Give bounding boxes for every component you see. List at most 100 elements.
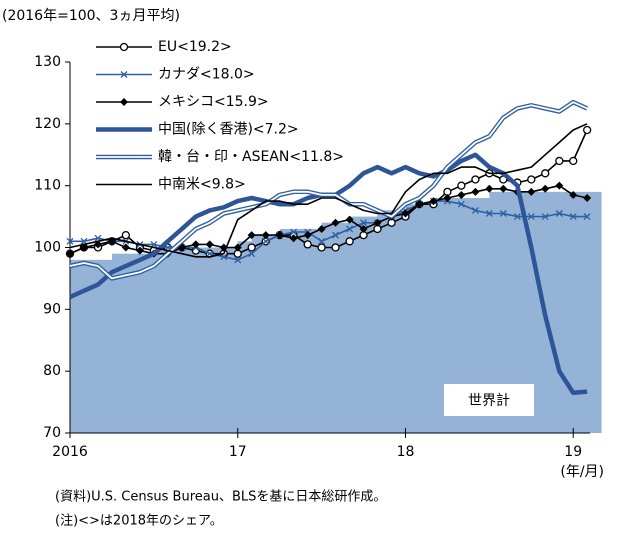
area-step xyxy=(405,204,420,433)
area-step xyxy=(111,253,127,433)
series-line xyxy=(69,123,588,258)
marker xyxy=(415,200,424,209)
area-label: 世界計 xyxy=(468,393,510,409)
marker xyxy=(191,240,200,249)
marker xyxy=(555,181,564,190)
marker xyxy=(233,243,242,252)
area-step xyxy=(139,253,155,433)
x-unit: (年/月) xyxy=(560,464,604,480)
y-tick-label: 70 xyxy=(43,425,61,441)
marker xyxy=(457,181,466,190)
marker xyxy=(332,231,339,239)
area-step xyxy=(167,247,183,433)
area-step xyxy=(279,228,295,433)
marker xyxy=(275,231,284,240)
marker xyxy=(541,169,550,178)
marker xyxy=(583,194,592,203)
marker xyxy=(121,243,130,252)
marker xyxy=(541,184,550,193)
area-step xyxy=(181,247,197,433)
marker xyxy=(303,240,312,249)
marker xyxy=(121,230,131,240)
y-tick-label: 110 xyxy=(34,178,61,194)
marker xyxy=(359,224,368,233)
y-tick-label: 80 xyxy=(43,363,61,379)
area-step xyxy=(237,241,253,433)
marker xyxy=(471,187,480,196)
marker xyxy=(317,243,326,252)
area-step xyxy=(223,247,239,433)
marker xyxy=(541,213,549,221)
marker xyxy=(527,213,535,221)
area-step xyxy=(475,198,490,433)
area-step xyxy=(433,198,448,433)
marker xyxy=(331,243,340,252)
marker xyxy=(583,213,591,221)
legend-label: 中国(除く香港)<7.2> xyxy=(158,122,299,138)
legend-label: カナダ<18.0> xyxy=(158,67,255,83)
marker xyxy=(120,71,128,78)
x-tick-label: 18 xyxy=(397,444,415,460)
marker xyxy=(569,213,577,221)
marker xyxy=(485,184,494,193)
area-step xyxy=(153,247,169,433)
area-layer xyxy=(70,191,602,433)
marker xyxy=(527,187,536,196)
marker xyxy=(318,237,326,245)
note: (注)<>は2018年のシェア。 xyxy=(55,514,223,529)
series-line xyxy=(70,200,588,261)
area-step xyxy=(587,191,602,433)
marker xyxy=(527,175,536,184)
marker xyxy=(261,231,270,240)
legend-label: 中南米<9.8> xyxy=(158,177,246,193)
area-step xyxy=(363,216,378,433)
area-step xyxy=(195,247,211,433)
marker xyxy=(401,209,410,218)
area-step xyxy=(461,198,476,433)
marker xyxy=(555,210,563,217)
marker xyxy=(513,213,521,221)
area-step xyxy=(321,222,337,433)
area-step xyxy=(503,191,518,433)
marker xyxy=(443,194,452,203)
area-step xyxy=(98,259,113,433)
marker xyxy=(345,237,354,246)
marker xyxy=(485,210,493,217)
marker xyxy=(248,250,256,258)
marker xyxy=(471,206,479,214)
y-tick-label: 120 xyxy=(34,116,61,132)
note: (資料)U.S. Census Bureau、BLSを基に日本総研作成。 xyxy=(55,490,386,505)
marker xyxy=(569,156,578,166)
marker xyxy=(360,219,368,227)
area-step xyxy=(335,222,351,433)
marker xyxy=(555,156,564,166)
area-step xyxy=(70,259,85,433)
marker xyxy=(317,224,326,233)
area-step xyxy=(531,191,546,433)
area-step xyxy=(349,216,365,433)
marker xyxy=(499,184,508,193)
marker xyxy=(289,234,298,243)
marker xyxy=(120,98,128,106)
marker xyxy=(331,218,340,227)
legend-label: EU<19.2> xyxy=(158,39,232,55)
marker xyxy=(471,175,480,184)
area-step xyxy=(517,191,532,433)
area-step xyxy=(293,228,309,433)
marker xyxy=(119,42,129,52)
x-tick-label: 2016 xyxy=(52,444,88,460)
marker xyxy=(66,249,74,258)
marker xyxy=(582,125,592,135)
legend-label: 韓・台・印・ASEAN<11.8> xyxy=(158,149,344,165)
area-step xyxy=(209,247,225,433)
marker xyxy=(499,210,507,217)
marker xyxy=(373,218,382,227)
area-step xyxy=(125,253,141,433)
y-tick-label: 130 xyxy=(34,54,61,70)
y-tick-label: 90 xyxy=(43,301,61,317)
area-step xyxy=(83,259,99,433)
marker xyxy=(247,243,256,252)
marker xyxy=(290,228,298,236)
marker xyxy=(303,231,312,240)
